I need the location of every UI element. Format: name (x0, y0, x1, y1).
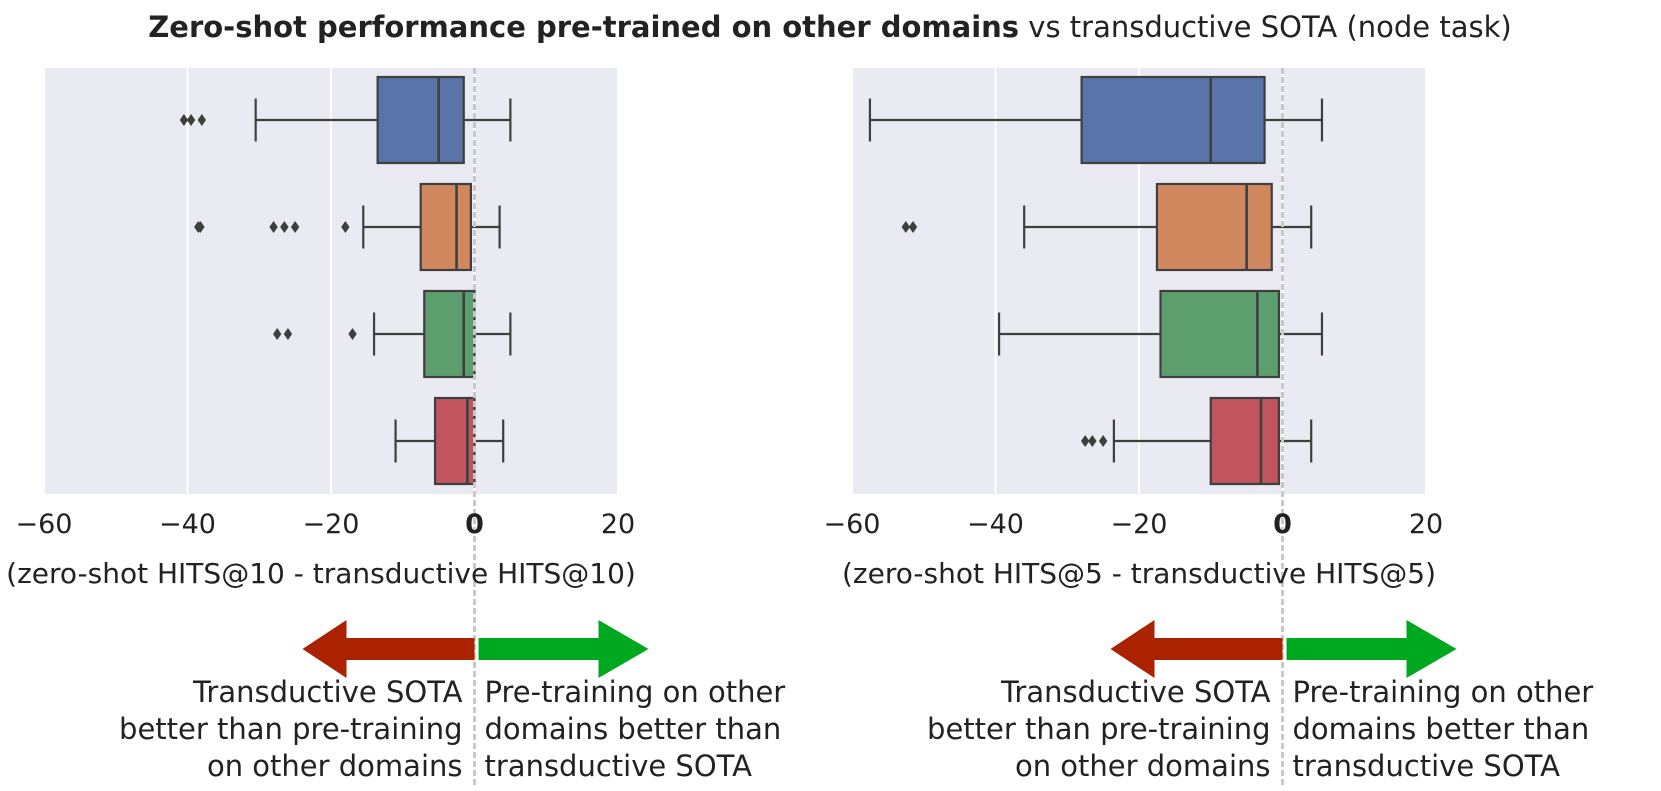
outlier-point (196, 221, 205, 233)
x-axis-label: (zero-shot HITS@5 - transductive HITS@5) (842, 557, 1436, 590)
x-tick-label: 0 (1273, 509, 1292, 540)
x-tick-label: 20 (601, 509, 635, 540)
outlier-point (272, 328, 282, 340)
box-series-1 (868, 75, 1324, 165)
outlier-point (179, 114, 189, 126)
box-series-2 (901, 182, 1313, 272)
left-panel: −60 −40 −20 0 20 (zero-shot HITS@10 - transdu… (6, 68, 785, 785)
left-arrow-caption-line: Transductive SOTA (192, 675, 463, 709)
right-arrow-caption-line: Pre-training on other (1293, 675, 1594, 709)
box-series-3 (997, 289, 1324, 379)
left-arrow (1110, 620, 1283, 678)
left-arrow (302, 620, 475, 678)
x-tick-label: −20 (1111, 509, 1168, 540)
outlier-point (341, 221, 350, 233)
outlier-point (901, 221, 911, 233)
x-tick-label: −20 (303, 509, 360, 540)
outlier-point (197, 114, 207, 126)
left-arrow-caption-line: better than pre-training (927, 712, 1270, 746)
box-iqr (419, 182, 473, 272)
right-arrow-caption-line: domains better than (485, 712, 782, 746)
box-series-1 (179, 75, 512, 165)
right-panel: −60 −40 −20 0 20 (zero-shot HITS@5 - transduc… (824, 68, 1594, 785)
outlier-point (290, 221, 300, 233)
left-arrow-caption-line: on other domains (207, 749, 463, 783)
box-iqr (376, 75, 465, 165)
outlier-point (1098, 435, 1108, 447)
outlier-point (1088, 435, 1097, 447)
right-arrow-caption-line: domains better than (1293, 712, 1590, 746)
box-iqr (1159, 289, 1281, 379)
x-tick-label: −40 (967, 509, 1024, 540)
right-arrow (478, 620, 649, 678)
x-tick-label: 20 (1409, 509, 1443, 540)
x-tick-label: 0 (465, 509, 484, 540)
right-arrow-caption-line: transductive SOTA (485, 749, 753, 783)
right-arrow (1286, 620, 1457, 678)
left-arrow-caption-line: Transductive SOTA (1000, 675, 1271, 709)
outlier-point (283, 328, 293, 340)
outlier-point (186, 114, 196, 126)
left-arrow-caption-line: on other domains (1015, 749, 1271, 783)
x-tick-label: −60 (16, 509, 73, 540)
x-axis-label: (zero-shot HITS@10 - transductive HITS@1… (6, 557, 636, 590)
box-iqr (1080, 75, 1266, 165)
box-iqr (1209, 396, 1281, 486)
outlier-point (348, 328, 357, 340)
figure-title: Zero-shot performance pre-trained on oth… (148, 10, 1511, 44)
left-arrow-caption-line: better than pre-training (119, 712, 462, 746)
outlier-point (908, 221, 918, 233)
outlier-point (1080, 435, 1090, 447)
box-series-4 (1080, 396, 1313, 486)
right-arrow-caption-line: Pre-training on other (485, 675, 786, 709)
x-tick-label: −60 (824, 509, 881, 540)
x-tick-label: −40 (159, 509, 216, 540)
outlier-point (269, 221, 278, 233)
right-arrow-caption-line: transductive SOTA (1293, 749, 1561, 783)
box-series-3 (272, 289, 512, 379)
figure-title-bold: Zero-shot performance pre-trained on oth… (148, 10, 1019, 44)
box-series-2 (194, 182, 501, 272)
box-iqr (423, 289, 476, 379)
box-iqr (1155, 182, 1273, 272)
outlier-point (280, 221, 289, 233)
box-series-4 (394, 396, 505, 486)
figure-title-rest: vs transductive SOTA (node task) (1028, 10, 1511, 44)
